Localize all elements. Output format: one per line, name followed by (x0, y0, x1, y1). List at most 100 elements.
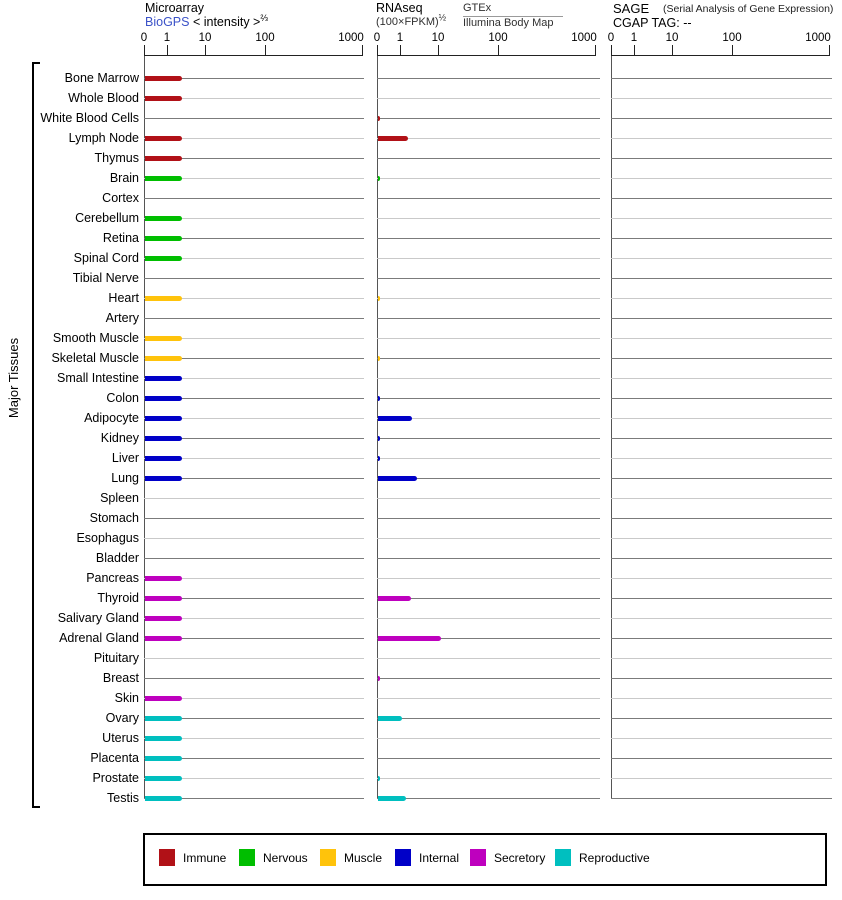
tissue-label: Adrenal Gland (59, 631, 139, 645)
expression-bar-rnaseq (378, 456, 380, 461)
expression-bar-microarray (145, 216, 182, 221)
tissue-label: Lung (111, 471, 139, 485)
row-line (611, 578, 832, 579)
expression-bar-microarray (145, 156, 182, 161)
row-line (377, 538, 600, 539)
tissue-label: Tibial Nerve (72, 271, 139, 285)
row-line (611, 678, 832, 679)
axis-tick (362, 45, 363, 55)
row-line (377, 798, 600, 799)
axis-tick-label: 10 (665, 32, 679, 44)
legend-label-nervous: Nervous (263, 851, 308, 865)
row-line (144, 698, 364, 699)
axis-tick (611, 45, 612, 55)
tissue-label: Breast (102, 671, 139, 685)
axis-tick-label: 1 (163, 32, 171, 44)
legend-label-muscle: Muscle (344, 851, 383, 865)
axis-tick-label: 0 (140, 32, 148, 44)
legend-label-secretory: Secretory (494, 851, 546, 865)
axis-tick-label: 1 (396, 32, 404, 44)
row-line (144, 118, 364, 119)
row-line (377, 698, 600, 699)
row-line (611, 358, 832, 359)
tissue-label: Liver (111, 451, 139, 465)
row-line (611, 218, 832, 219)
row-line (611, 758, 832, 759)
row-line (377, 558, 600, 559)
axis-tick (672, 45, 673, 55)
row-line (144, 238, 364, 239)
microarray-title: Microarray (145, 1, 205, 15)
row-line (611, 558, 832, 559)
tissue-label: Prostate (92, 771, 139, 785)
expression-bar-microarray (145, 476, 182, 481)
expression-bar-microarray (145, 756, 182, 761)
row-line (377, 258, 600, 259)
legend-label-reproductive: Reproductive (579, 851, 650, 865)
row-line (144, 98, 364, 99)
row-line (377, 658, 600, 659)
row-line (377, 318, 600, 319)
row-line (377, 78, 600, 79)
tissue-label: Colon (106, 391, 139, 405)
biogps-link[interactable]: BioGPS (145, 15, 190, 29)
axis-tick-label: 10 (198, 32, 212, 44)
axis-line-rnaseq (377, 55, 596, 56)
expression-bar-rnaseq (378, 136, 408, 141)
tag-value: -- (683, 16, 692, 30)
expression-bar-microarray (145, 356, 182, 361)
row-line (611, 178, 832, 179)
row-line (611, 778, 832, 779)
cgap-link[interactable]: CGAP (613, 16, 649, 30)
row-line (611, 158, 832, 159)
row-line (144, 198, 364, 199)
tissue-label: Artery (105, 311, 139, 325)
expression-bar-microarray (145, 776, 182, 781)
row-line (377, 378, 600, 379)
expression-bar-microarray (145, 616, 182, 621)
row-line (377, 618, 600, 619)
axis-tick-label: 1000 (805, 32, 831, 44)
gtex-link[interactable]: GTEx (463, 3, 563, 17)
expression-bar-microarray (145, 96, 182, 101)
rnaseq-unit: (100×FPKM)½ (376, 12, 447, 28)
axis-tick (732, 45, 733, 55)
sage-title-note: (Serial Analysis of Gene Expression) (663, 3, 834, 15)
expression-bar-rnaseq (378, 796, 406, 801)
row-line (144, 798, 364, 799)
row-line (144, 378, 364, 379)
row-line (611, 478, 832, 479)
row-line (144, 178, 364, 179)
row-line (611, 298, 832, 299)
axis-tick (144, 45, 145, 55)
expression-bar-microarray (145, 296, 182, 301)
axis-tick (400, 45, 401, 55)
tissue-label: Stomach (89, 511, 139, 525)
row-line (144, 458, 364, 459)
row-line (611, 658, 832, 659)
expression-bar-rnaseq (378, 596, 411, 601)
row-line (377, 778, 600, 779)
microarray-axis-label: < intensity >⅔ (192, 12, 268, 29)
expression-bar-rnaseq (378, 396, 380, 401)
row-line (144, 318, 364, 319)
row-line (144, 438, 364, 439)
panel-left-border-microarray (144, 55, 145, 799)
row-line (377, 578, 600, 579)
row-line (611, 198, 832, 199)
row-line (611, 498, 832, 499)
row-line (611, 318, 832, 319)
tissue-label: Testis (107, 791, 139, 805)
tissue-label: Uterus (102, 731, 139, 745)
legend-swatch-nervous (239, 849, 255, 866)
expression-bar-rnaseq (378, 716, 402, 721)
row-line (144, 498, 364, 499)
row-line (144, 418, 364, 419)
axis-tick (498, 45, 499, 55)
axis-tick-label: 100 (488, 32, 508, 44)
illumina-body-map-link[interactable]: Illumina Body Map (463, 17, 554, 29)
axis-tick (829, 45, 830, 55)
axis-tick-label: 0 (373, 32, 381, 44)
row-line (611, 78, 832, 79)
